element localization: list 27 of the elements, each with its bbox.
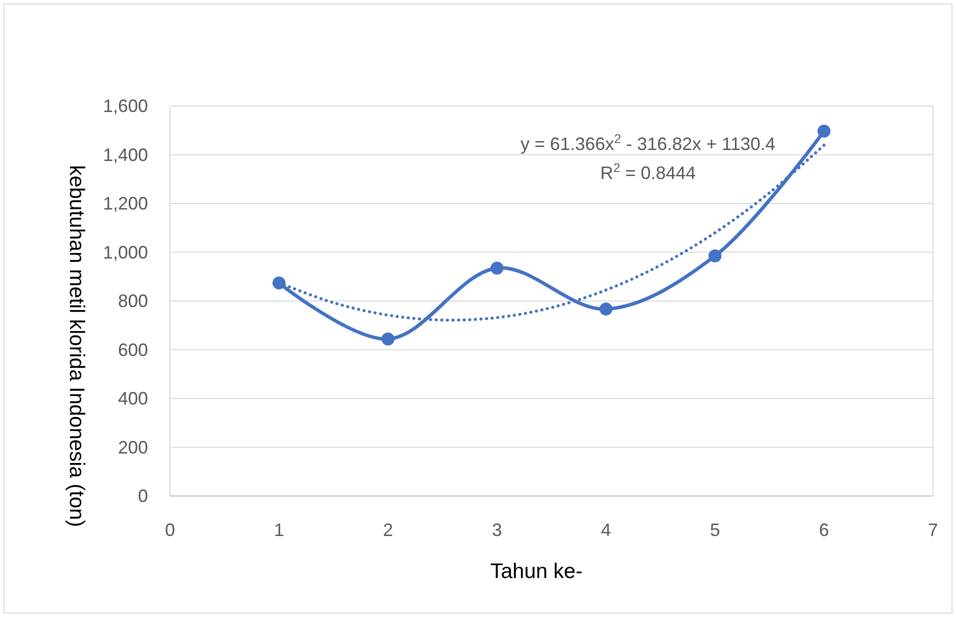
point: [600, 302, 612, 316]
y-tick-label: 400: [118, 388, 148, 408]
point: [490, 262, 504, 275]
x-tick-label: 6: [818, 520, 830, 540]
y-tick-label: 600: [118, 340, 148, 360]
y-tick-label: 800: [118, 291, 148, 311]
y-tick-label: 200: [118, 437, 148, 458]
x-tick-label: 2: [382, 520, 394, 540]
y-tick-label: 1,600: [102, 96, 148, 116]
x-axis-title: Tahun ke-: [490, 560, 583, 583]
y-tick-label: 1,200: [102, 194, 148, 214]
x-tick-label: 0: [164, 520, 176, 540]
annotation: R$^{2}$ = 0.8444: [600, 161, 696, 183]
point: [818, 124, 830, 138]
y-axis-title: kebutuhan metil klorida Indonesia (ton): [65, 165, 88, 527]
point: [272, 276, 286, 290]
x-tick-label: 4: [600, 520, 612, 540]
point: [708, 249, 722, 262]
x-tick-label: 5: [710, 520, 720, 540]
x-tick-label: 3: [492, 520, 502, 540]
annotation: y = 61.366x$^{2}$ - 316.82x + 1130.4: [520, 132, 776, 154]
y-tick-label: 1,400: [102, 144, 148, 165]
point: [382, 332, 394, 346]
y-tick-label: 1,000: [102, 242, 148, 262]
x-tick-label: 7: [928, 520, 938, 540]
y-tick-label: 0: [138, 486, 148, 506]
x-tick-label: 1: [274, 520, 284, 540]
